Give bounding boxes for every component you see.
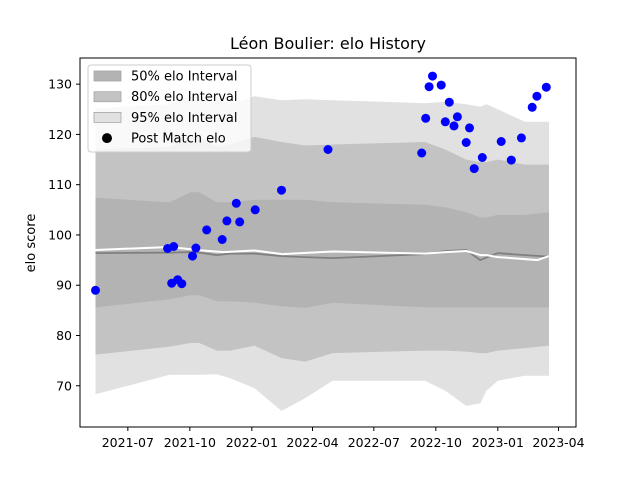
post-match-elo-point (444, 97, 454, 107)
x-tick-label: 2022-07 (348, 435, 400, 450)
x-axis-ticks: 2021-07 2021-10 2022-01 2022-04 2022-07 2022-… (102, 427, 585, 450)
post-match-elo-point (277, 185, 286, 195)
post-match-elo-point (169, 242, 179, 251)
plot-frame (79, 57, 577, 428)
post-match-elo-point (202, 225, 212, 235)
legend-label: 80% elo Interval (131, 90, 238, 105)
y-tick-label: 90 (56, 278, 72, 293)
y-axis-ticks: 70 80 90 100 110 120 130 (48, 77, 80, 393)
x-tick-label: 2022-01 (226, 435, 278, 450)
post-match-elo-point (231, 198, 241, 208)
post-match-elo-point (477, 153, 487, 162)
x-tick-label: 2021-07 (102, 435, 154, 450)
post-match-elo-point (421, 113, 431, 123)
legend-label: 95% elo Interval (131, 111, 238, 126)
post-match-elo-point (177, 279, 187, 289)
band-50-interval (95, 192, 549, 308)
post-match-elo-point (469, 164, 479, 174)
post-match-elo-point (506, 155, 516, 165)
y-tick-label: 80 (56, 328, 72, 343)
x-tick-label: 2022-10 (410, 435, 462, 450)
y-tick-label: 70 (56, 378, 72, 393)
post-match-elo-point (428, 71, 437, 81)
post-match-elo-point (417, 148, 427, 158)
expected-elo-line (95, 246, 550, 262)
post-match-elo-point (191, 243, 201, 253)
x-tick-label: 2021-10 (164, 435, 216, 450)
post-match-elo-point (527, 102, 537, 112)
post-match-elo-point (250, 205, 260, 215)
post-match-elo-point (91, 285, 100, 295)
y-tick-label: 110 (48, 177, 72, 192)
legend-swatch-band50 (93, 70, 122, 82)
y-tick-label: 100 (48, 227, 72, 242)
legend-swatch-band95 (93, 112, 122, 123)
post-match-elo-point (222, 216, 232, 226)
plot-area (91, 71, 551, 411)
y-tick-label: 120 (48, 127, 72, 142)
x-tick-label: 2023-01 (472, 435, 524, 450)
post-match-elo-point (452, 112, 462, 122)
legend-marker-point (102, 133, 112, 144)
post-match-elo-point (235, 217, 245, 227)
post-match-elo-point (461, 138, 471, 147)
post-match-elo-point (424, 82, 434, 92)
x-tick-label: 2023-04 (532, 435, 584, 450)
post-match-elo-point (217, 235, 227, 244)
post-match-elo-point (188, 251, 197, 261)
post-match-elo-point (440, 117, 450, 127)
median-elo-line (95, 249, 550, 262)
legend-swatch-band80 (93, 91, 122, 103)
chart-title: Léon Boulier: elo History (230, 34, 426, 53)
legend-box (87, 64, 252, 153)
post-match-elo-point (449, 121, 459, 131)
legend: 50% elo Interval 80% elo Interval 95% elo … (87, 64, 252, 153)
legend-label: Post Match elo (131, 132, 226, 147)
x-tick-label: 2022-04 (286, 435, 338, 450)
post-match-elo-point (516, 133, 526, 143)
legend-label: 50% elo Interval (131, 70, 238, 85)
post-match-elo-point (465, 123, 474, 133)
post-match-elo-point (323, 145, 333, 154)
y-axis-label: elo score (24, 214, 39, 273)
post-match-elo-point (541, 82, 551, 92)
post-match-elo-point (532, 91, 542, 101)
y-tick-label: 130 (48, 77, 72, 92)
post-match-elo-point (436, 80, 446, 90)
post-match-elo-point (496, 137, 506, 146)
